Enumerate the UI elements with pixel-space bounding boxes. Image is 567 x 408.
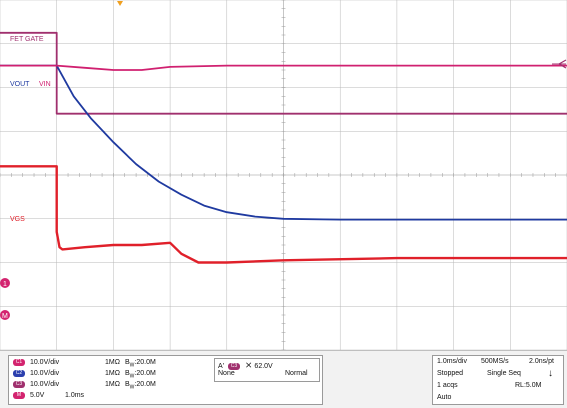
math-ground-marker[interactable]: M: [0, 310, 10, 320]
trigger-source-prefix: A': [218, 363, 225, 370]
channel-row-1[interactable]: C1 10.0V/div 1MΩ BW:20.0M: [13, 358, 156, 368]
label-vgs: VGS: [10, 216, 25, 223]
trigger-panel[interactable]: A' C3 ⨯ 62.0V None Normal: [214, 358, 320, 382]
math-time: 1.0ms: [65, 392, 85, 399]
bandwidth-value: :20.0M: [134, 359, 156, 366]
waveform-traces: [0, 31, 567, 264]
trigger-mode: Normal: [285, 370, 308, 377]
trigger-source-badge: C3: [227, 362, 240, 370]
trigger-level: 62.0V: [254, 363, 273, 370]
math-row[interactable]: M 5.0V 1.0ms: [13, 391, 84, 401]
channel-scale: 10.0V/div: [29, 370, 60, 377]
channel-impedance: 1MΩ: [105, 381, 120, 388]
bandwidth-label: B: [125, 359, 130, 366]
sample-rate: 500MS/s: [481, 358, 509, 365]
trace-vin: [0, 64, 567, 71]
stopped-arrow-icon: ↓: [548, 368, 553, 379]
acquisition-state: Stopped: [437, 370, 464, 377]
channel-badge: C1: [13, 358, 25, 366]
trigger-coupling: None: [218, 370, 235, 377]
resolution: 2.0ns/pt: [529, 358, 554, 365]
label-vin: VIN: [39, 81, 51, 88]
math-marker-label: M: [2, 313, 8, 320]
trace-vout: [0, 64, 567, 221]
sequence-mode: Single Seq: [487, 370, 521, 377]
channel-scale: 10.0V/div: [29, 359, 60, 366]
bandwidth-sub: W: [129, 384, 135, 391]
channel-impedance: 1MΩ: [105, 370, 120, 377]
label-vout: VOUT: [10, 81, 30, 88]
bandwidth-value: :20.0M: [134, 381, 156, 388]
trace-vgs: [0, 165, 567, 264]
ch1-marker-label: 1: [3, 281, 7, 288]
channel-scale: 10.0V/div: [29, 381, 60, 388]
ch1-ground-marker[interactable]: 1: [0, 278, 10, 288]
acquisition-panel[interactable]: 1.0ms/div 500MS/s 2.0ns/pt Stopped Singl…: [432, 355, 564, 405]
timebase: 1.0ms/div: [437, 358, 467, 365]
record-length: RL:5.0M: [515, 382, 542, 389]
channel-badge: C2: [13, 369, 25, 377]
trigger-position-marker: [117, 1, 123, 6]
label-fet-gate: FET GATE: [10, 36, 44, 43]
bandwidth-sub: W: [129, 373, 135, 380]
channel-row-2[interactable]: C2 10.0V/div 1MΩ BW:20.0M: [13, 369, 156, 379]
channel-impedance: 1MΩ: [105, 359, 120, 366]
readout-panel: C1 10.0V/div 1MΩ BW:20.0M C2 10.0V/div 1…: [0, 350, 567, 408]
bandwidth-sub: W: [129, 362, 135, 369]
bandwidth-value: :20.0M: [134, 370, 156, 377]
bandwidth-label: B: [125, 370, 130, 377]
math-scale: 5.0V: [29, 392, 45, 399]
channel-row-3[interactable]: C3 10.0V/div 1MΩ BW:20.0M: [13, 380, 156, 390]
trace-fet-gate: [0, 31, 567, 115]
acquisition-count: 1 acqs: [437, 382, 458, 389]
channel-settings-panel: C1 10.0V/div 1MΩ BW:20.0M C2 10.0V/div 1…: [8, 355, 323, 405]
channel-badge: C3: [13, 380, 25, 388]
math-badge: M: [13, 391, 25, 399]
trigger-slope-icon: ⨯: [244, 360, 253, 370]
bandwidth-label: B: [125, 381, 130, 388]
trigger-mode-auto: Auto: [437, 394, 452, 401]
oscilloscope-display: FET GATE VOUT VIN VGS 1 M: [0, 0, 567, 350]
